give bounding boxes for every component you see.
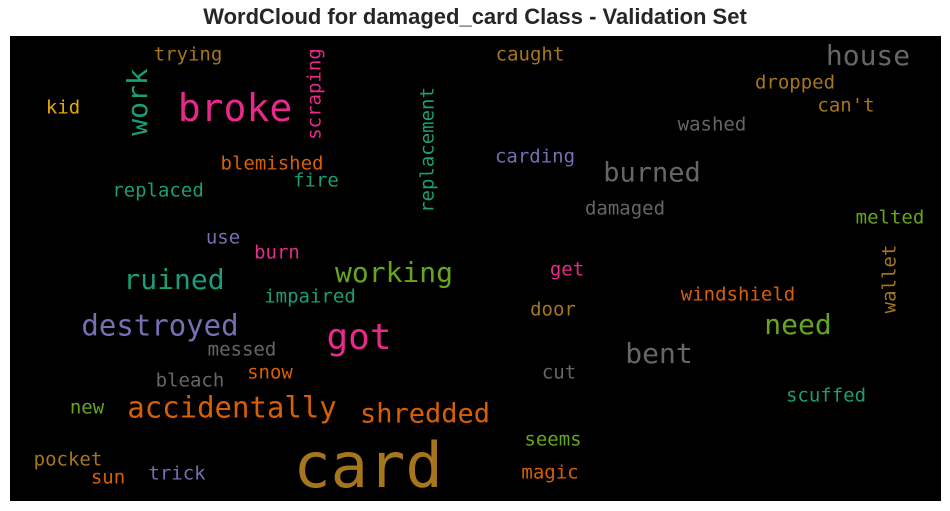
word-need: need	[764, 308, 832, 341]
word-fire: fire	[293, 169, 339, 192]
word-caught: caught	[495, 43, 565, 66]
word-replacement: replacement	[416, 87, 439, 213]
word-working: working	[334, 256, 454, 289]
word-damaged: damaged	[584, 197, 666, 220]
word-impaired: impaired	[264, 285, 356, 308]
word-house: house	[825, 39, 911, 72]
word-kid: kid	[45, 96, 81, 119]
word-trying: trying	[153, 43, 223, 66]
word-new: new	[69, 396, 105, 419]
word-burned: burned	[603, 157, 701, 189]
word-scuffed: scuffed	[785, 384, 867, 407]
word-snow: snow	[247, 361, 293, 384]
word-work: work	[121, 68, 154, 136]
word-can-t: can't	[817, 94, 875, 117]
word-get: get	[549, 258, 585, 281]
word-seems: seems	[524, 428, 582, 451]
wordcloud-canvas: card broke got destroyed accidentally house be…	[10, 36, 941, 501]
word-broke: broke	[177, 86, 293, 130]
word-windshield: windshield	[680, 283, 796, 306]
word-accidentally: accidentally	[127, 390, 337, 425]
word-use: use	[205, 226, 241, 249]
word-cut: cut	[541, 361, 577, 384]
word-magic: magic	[521, 461, 579, 484]
word-blemished: blemished	[220, 152, 324, 175]
word-bent: bent	[625, 337, 693, 370]
word-melted: melted	[855, 206, 925, 229]
word-trick: trick	[148, 462, 206, 485]
word-messed: messed	[207, 338, 277, 361]
chart-title: WordCloud for damaged_card Class - Valid…	[203, 4, 747, 29]
word-wallet: wallet	[878, 244, 901, 314]
word-sun: sun	[90, 466, 126, 489]
word-destroyed: destroyed	[81, 308, 239, 343]
word-bleach: bleach	[155, 369, 225, 392]
word-replaced: replaced	[112, 179, 204, 202]
word-dropped: dropped	[754, 71, 836, 94]
word-ruined: ruined	[123, 263, 225, 296]
word-shredded: shredded	[359, 398, 491, 430]
word-got: got	[326, 317, 392, 358]
word-washed: washed	[677, 113, 747, 136]
word-scraping: scraping	[303, 48, 326, 140]
word-door: door	[530, 298, 576, 321]
word-carding: carding	[494, 145, 576, 168]
word-card: card	[293, 429, 443, 501]
word-pocket: pocket	[33, 448, 103, 471]
word-burn: burn	[254, 241, 300, 264]
